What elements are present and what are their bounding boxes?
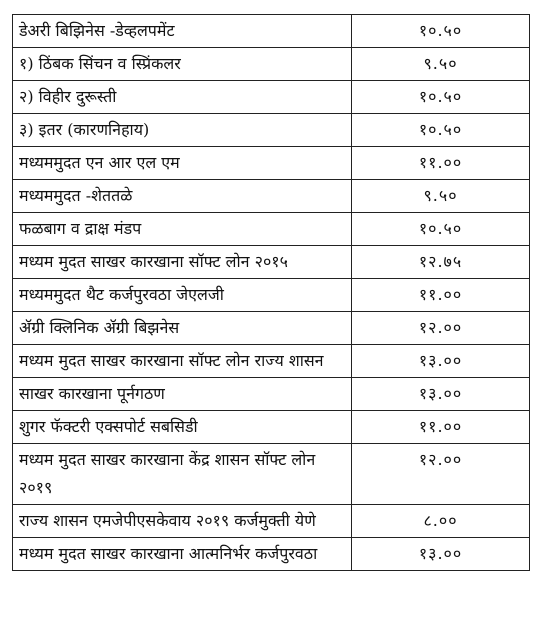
loan-type: ॲग्री क्लिनिक ॲग्री बिझनेस xyxy=(12,311,352,345)
interest-rate: १२.०० xyxy=(351,311,530,345)
loan-type: २) विहीर दुरूस्ती xyxy=(12,80,352,114)
table-row: मध्यम मुदत साखर कारखाना केंद्र शासन सॉफ्… xyxy=(12,443,530,505)
table-row: ॲग्री क्लिनिक ॲग्री बिझनेस १२.०० xyxy=(12,311,530,345)
interest-rate: १२.०० xyxy=(351,443,530,505)
loan-type: शुगर फॅक्टरी एक्सपोर्ट सबसिडी xyxy=(12,410,352,444)
rate-table: डेअरी बिझिनेस -डेव्हलपमेंट १०.५० १) ठिंबक … xyxy=(12,14,530,571)
table-row: मध्यम मुदत साखर कारखाना सॉफ्ट लोन राज्य … xyxy=(12,344,530,378)
loan-type: मध्यममुदत एन आर एल एम xyxy=(12,146,352,180)
table-row: फळबाग व द्राक्ष मंडप १०.५० xyxy=(12,212,530,246)
table-row: ३) इतर (कारणनिहाय) १०.५० xyxy=(12,113,530,147)
table-row: २) विहीर दुरूस्ती १०.५० xyxy=(12,80,530,114)
table-row: डेअरी बिझिनेस -डेव्हलपमेंट १०.५० xyxy=(12,14,530,48)
loan-type: मध्यम मुदत साखर कारखाना सॉफ्ट लोन राज्य … xyxy=(12,344,352,378)
interest-rate: १०.५० xyxy=(351,113,530,147)
interest-rate: ९.५० xyxy=(351,47,530,81)
interest-rate: १०.५० xyxy=(351,14,530,48)
interest-rate: ११.०० xyxy=(351,410,530,444)
loan-type: मध्यम मुदत साखर कारखाना सॉफ्ट लोन २०१५ xyxy=(12,245,352,279)
loan-type: राज्य शासन एमजेपीएसकेवाय २०१९ कर्जमुक्ती… xyxy=(12,504,352,538)
interest-rate: ११.०० xyxy=(351,146,530,180)
loan-type: डेअरी बिझिनेस -डेव्हलपमेंट xyxy=(12,14,352,48)
table-row: मध्यममुदत एन आर एल एम ११.०० xyxy=(12,146,530,180)
table-row: राज्य शासन एमजेपीएसकेवाय २०१९ कर्जमुक्ती… xyxy=(12,504,530,538)
loan-type: फळबाग व द्राक्ष मंडप xyxy=(12,212,352,246)
loan-type: साखर कारखाना पूर्नगठण xyxy=(12,377,352,411)
loan-type: ३) इतर (कारणनिहाय) xyxy=(12,113,352,147)
interest-rate: १०.५० xyxy=(351,212,530,246)
table-row: मध्यम मुदत साखर कारखाना आत्मनिर्भर कर्जप… xyxy=(12,537,530,571)
interest-rate: १३.०० xyxy=(351,377,530,411)
table-row: मध्यममुदत -शेततळे ९.५० xyxy=(12,179,530,213)
table-row: शुगर फॅक्टरी एक्सपोर्ट सबसिडी ११.०० xyxy=(12,410,530,444)
interest-rate: ८.०० xyxy=(351,504,530,538)
loan-type: मध्यममुदत थैट कर्जपुरवठा जेएलजी xyxy=(12,278,352,312)
table-row: साखर कारखाना पूर्नगठण १३.०० xyxy=(12,377,530,411)
loan-type: मध्यम मुदत साखर कारखाना आत्मनिर्भर कर्जप… xyxy=(12,537,352,571)
loan-type: मध्यम मुदत साखर कारखाना केंद्र शासन सॉफ्… xyxy=(12,443,352,505)
table-row: १) ठिंबक सिंचन व स्प्रिंकलर ९.५० xyxy=(12,47,530,81)
interest-rate: ११.०० xyxy=(351,278,530,312)
interest-rate: ९.५० xyxy=(351,179,530,213)
interest-rate: १३.०० xyxy=(351,537,530,571)
loan-type: १) ठिंबक सिंचन व स्प्रिंकलर xyxy=(12,47,352,81)
interest-rate: १२.७५ xyxy=(351,245,530,279)
table-row: मध्यम मुदत साखर कारखाना सॉफ्ट लोन २०१५ १२… xyxy=(12,245,530,279)
interest-rate: १३.०० xyxy=(351,344,530,378)
loan-type: मध्यममुदत -शेततळे xyxy=(12,179,352,213)
table-row: मध्यममुदत थैट कर्जपुरवठा जेएलजी ११.०० xyxy=(12,278,530,312)
interest-rate: १०.५० xyxy=(351,80,530,114)
